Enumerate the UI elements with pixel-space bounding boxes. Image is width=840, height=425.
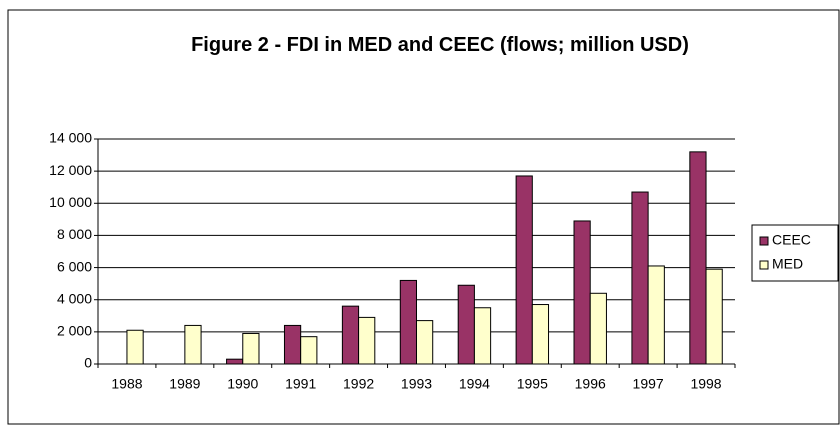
bar <box>300 336 318 365</box>
bar <box>416 320 434 365</box>
bar <box>399 279 418 365</box>
bar <box>242 332 260 365</box>
y-tick-label: 14 000 <box>49 130 92 146</box>
bar <box>226 358 244 365</box>
x-tick-label: 1989 <box>169 376 200 392</box>
y-tick-label: 4 000 <box>57 290 92 306</box>
y-tick-label: 2 000 <box>57 323 92 339</box>
bar <box>631 191 649 365</box>
bar <box>126 329 144 365</box>
bar <box>283 324 302 365</box>
bar <box>184 324 202 365</box>
y-tick-label: 12 000 <box>49 162 92 178</box>
bar <box>473 307 492 365</box>
legend-frame <box>751 224 839 282</box>
legend-label: MED <box>772 256 803 272</box>
x-tick-label: 1990 <box>227 376 258 392</box>
bar <box>531 304 550 365</box>
y-tick-label: 6 000 <box>57 258 92 274</box>
y-tick-label: 8 000 <box>57 226 92 242</box>
bar <box>358 316 376 365</box>
bar <box>589 292 607 365</box>
x-tick-label: 1997 <box>633 376 664 392</box>
bar <box>647 265 665 365</box>
legend-label: CEEC <box>772 232 811 248</box>
bar <box>689 151 707 365</box>
x-tick-label: 1996 <box>575 376 606 392</box>
bar <box>515 175 533 365</box>
x-tick-label: 1995 <box>517 376 548 392</box>
x-tick-label: 1998 <box>690 376 721 392</box>
bar <box>457 284 475 365</box>
bar <box>573 220 591 365</box>
x-tick-label: 1993 <box>401 376 432 392</box>
legend-swatch <box>759 260 769 270</box>
x-tick-label: 1988 <box>111 376 142 392</box>
y-tick-label: 0 <box>84 355 92 371</box>
legend-swatch <box>759 236 769 246</box>
bar <box>341 305 360 365</box>
x-tick-label: 1994 <box>459 376 490 392</box>
chart-title: Figure 2 - FDI in MED and CEEC (flows; m… <box>191 34 689 56</box>
x-tick-label: 1991 <box>285 376 316 392</box>
bar <box>705 268 723 365</box>
x-tick-label: 1992 <box>343 376 374 392</box>
y-tick-label: 10 000 <box>49 194 92 210</box>
